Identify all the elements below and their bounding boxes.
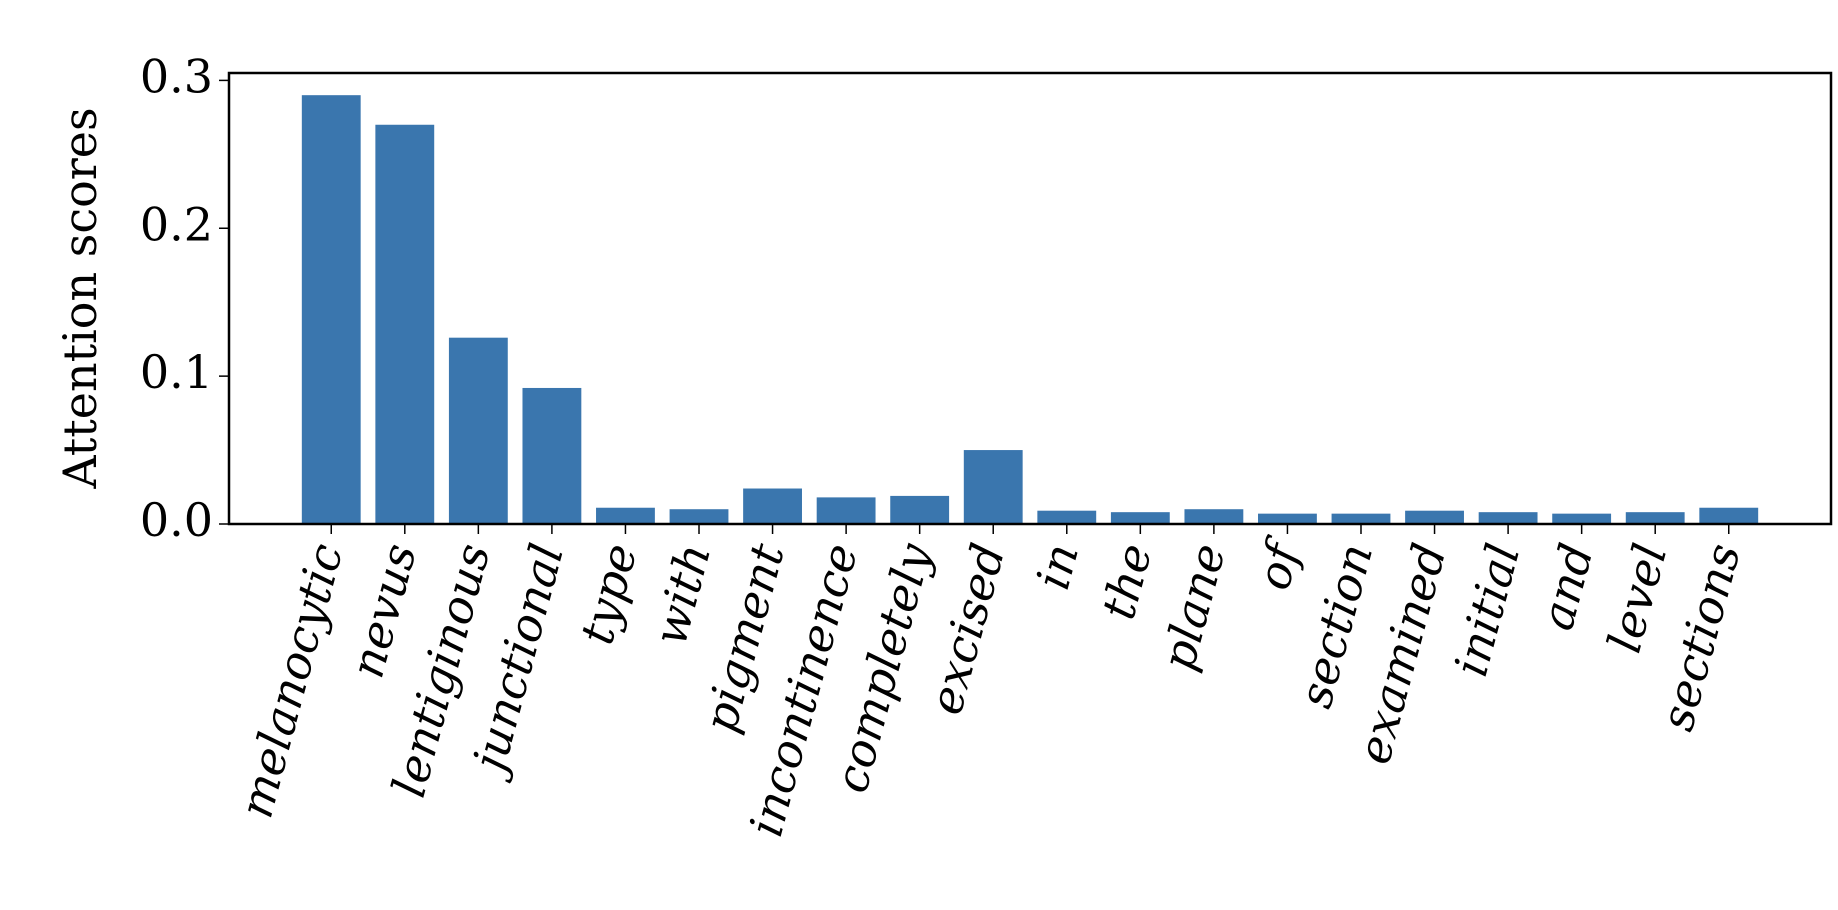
x-tick-label: with (643, 538, 722, 651)
bar (1478, 512, 1538, 524)
x-tick-label: of (1246, 531, 1312, 595)
bar (596, 507, 655, 524)
x-tick-label: nevus (340, 538, 427, 683)
bar (1184, 509, 1244, 524)
bar (522, 387, 582, 524)
bar (1405, 510, 1464, 524)
bar (669, 509, 729, 524)
bar (1552, 513, 1612, 524)
bar (301, 95, 361, 524)
bar (1625, 512, 1685, 524)
y-axis-label: Attention scores (53, 107, 107, 489)
bar (963, 450, 1023, 524)
y-tick-label: 0.1 (140, 345, 213, 399)
y-tick-label: 0.3 (140, 49, 213, 103)
bar (1331, 513, 1391, 524)
bar (1110, 512, 1170, 524)
bar (1699, 507, 1759, 524)
bar (448, 337, 508, 524)
x-tick-label: level (1597, 538, 1678, 658)
x-tick-label: the (1091, 538, 1163, 625)
bar (375, 124, 435, 525)
x-tick-label: in (1025, 538, 1089, 595)
plot-frame (227, 71, 1833, 526)
bar (890, 495, 950, 524)
bar (816, 497, 876, 524)
x-tick-label: type (569, 538, 647, 650)
y-tick-label: 0.2 (140, 197, 213, 251)
x-tick-label: and (1529, 538, 1604, 636)
x-tick-label: plane (1151, 538, 1236, 676)
y-tick-label: 0.0 (140, 493, 213, 547)
bar (743, 488, 802, 524)
x-tick-label: melanocytic (229, 538, 354, 823)
bar (1258, 513, 1317, 524)
x-tick-label: initial (1443, 538, 1530, 682)
bar (1037, 510, 1097, 524)
